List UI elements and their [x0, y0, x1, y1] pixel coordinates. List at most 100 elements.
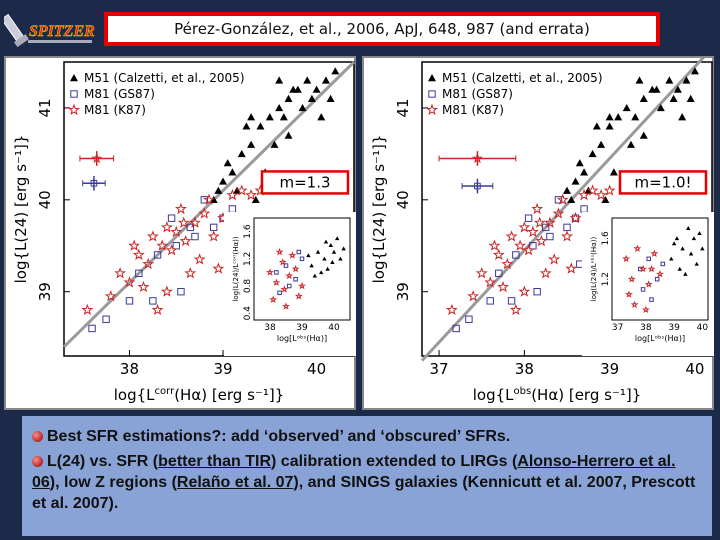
bullet-1: Best SFR estimations?: add ‘observed’ an… [32, 426, 702, 447]
data-point [601, 195, 610, 204]
inset-x-tick-label: 38 [640, 323, 652, 333]
data-point [137, 280, 150, 293]
data-point [571, 177, 580, 185]
data-point [219, 177, 228, 185]
data-point [639, 131, 648, 139]
inset-data-point [275, 247, 284, 256]
data-point [561, 230, 573, 242]
inset-chart: 38 39 40 0.4 0.8 1.2 1.6 log[Lᵒᵇˢ(Hα)] log(L(24)… [224, 212, 356, 356]
inset-data-point [627, 275, 636, 283]
inset-data-point [633, 244, 642, 252]
inset-y-tick-label: 1.2 [243, 252, 253, 266]
data-point [312, 85, 321, 93]
inset-y-axis-label: log(L(24)/Lᶜᵒʳʳ(Hα)) [232, 236, 240, 301]
data-point [207, 230, 220, 242]
data-point [247, 140, 256, 148]
error-bar-marker [91, 152, 103, 164]
data-point [531, 202, 544, 215]
data-point [595, 188, 608, 201]
inset-data-point [671, 241, 677, 246]
right-chart-panel: 37 38 39 40 39 40 41 log{Lobs(Hα) [erg s⁻¹]} log… [362, 56, 714, 410]
data-point [151, 303, 164, 316]
data-point [242, 122, 251, 130]
spitzer-logo: SPITZER [4, 10, 98, 50]
data-point [518, 221, 531, 233]
inset-x-tick-label: 40 [697, 323, 709, 333]
data-point [317, 113, 326, 121]
y-axis-label: log{L(24) [erg s⁻¹]} [12, 135, 30, 284]
legend: M51 (Calzetti, et al., 2005) M81 (GS87) M8… [67, 71, 245, 117]
data-point [569, 211, 582, 224]
x-tick-label: 40 [307, 360, 326, 378]
data-point [184, 267, 197, 279]
inset-data-point [277, 290, 282, 296]
data-point [488, 239, 501, 251]
data-point [177, 287, 185, 296]
inset-data-point [291, 264, 300, 273]
inset-data-point [282, 302, 290, 310]
data-point [580, 168, 589, 176]
left-chart-panel: 38 39 40 39 40 41 log{Lcorr(Hα) [erg s⁻¹]} log{… [4, 56, 356, 410]
inset-data-point [286, 283, 292, 289]
data-point [656, 103, 665, 112]
inset-y-tick-label: 0.8 [243, 279, 253, 294]
inset-data-point [293, 276, 298, 282]
data-point [123, 276, 136, 288]
inset-background [582, 212, 714, 356]
data-point [507, 297, 516, 305]
y-tick-label: 41 [394, 98, 412, 117]
data-point [565, 262, 578, 274]
data-point [331, 67, 340, 75]
data-point [512, 251, 520, 259]
data-point [652, 85, 661, 93]
data-point [533, 216, 546, 228]
data-point [188, 216, 201, 228]
data-point [492, 248, 505, 260]
data-point [270, 140, 279, 148]
data-point [609, 168, 618, 176]
inset-plot-area [253, 217, 351, 321]
inset-data-point [674, 236, 680, 241]
inset-data-point [654, 276, 660, 282]
data-point [552, 207, 565, 219]
data-point [307, 94, 316, 102]
inset-data-point [622, 254, 630, 263]
data-point [198, 207, 211, 219]
data-point [465, 315, 473, 323]
data-point [303, 76, 312, 84]
data-point [509, 303, 522, 316]
data-point [212, 262, 225, 274]
data-point [522, 244, 535, 256]
data-point [245, 188, 258, 201]
right-scatter-chart: 37 38 39 40 39 40 41 log{Lobs(Hα) [erg s⁻¹]} log… [370, 58, 714, 404]
inset-y-tick-label: 0.4 [243, 306, 253, 321]
data-point [546, 232, 554, 241]
inset-data-point [688, 251, 694, 256]
data-point [247, 113, 256, 121]
data-point [603, 184, 616, 196]
legend-label: M81 (GS87) [442, 87, 513, 101]
inset-data-point [272, 278, 281, 286]
data-point [223, 159, 232, 167]
legend-marker [428, 74, 436, 82]
inset-data-point [644, 280, 653, 288]
y-axis-label: log{L(24) [erg s⁻¹]} [370, 135, 388, 284]
data-point [202, 193, 216, 205]
data-point [160, 221, 173, 233]
inset-data-point [283, 263, 289, 268]
inset-data-point [315, 249, 321, 254]
inset-plot-area [611, 217, 709, 321]
error-bar-marker [474, 182, 481, 190]
inset-data-point [266, 268, 274, 276]
bullet-dot-icon [32, 431, 43, 442]
data-point [678, 113, 687, 121]
data-point [467, 290, 480, 302]
inset-x-tick-label: 39 [668, 323, 680, 333]
inset-data-point [322, 256, 327, 261]
data-point [533, 287, 541, 296]
inset-x-tick-label: 38 [264, 323, 276, 333]
legend-marker [428, 90, 436, 98]
data-point [578, 188, 590, 201]
data-point [237, 149, 246, 158]
inset-data-point [341, 246, 346, 251]
